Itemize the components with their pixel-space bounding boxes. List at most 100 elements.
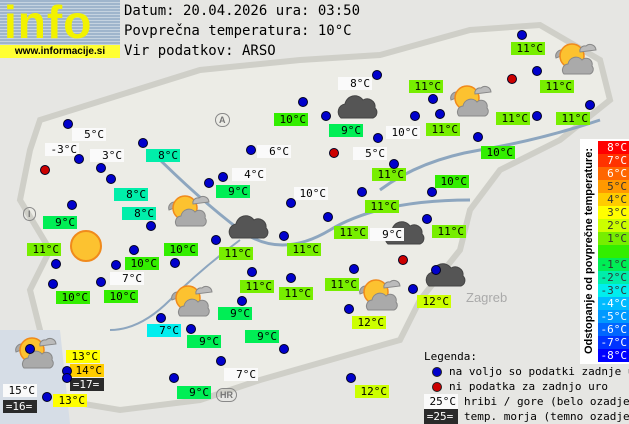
map-label-italy: I — [23, 207, 36, 221]
station-temperature-label: 9°C — [245, 330, 279, 343]
station-temperature-label: 11°C — [432, 225, 466, 238]
station-ok-dot[interactable] — [237, 296, 247, 306]
station-ok-dot[interactable] — [286, 273, 296, 283]
scale-step: 2°C — [598, 219, 629, 232]
station-ok-dot[interactable] — [247, 267, 257, 277]
station-temperature-label: 10°C — [386, 126, 420, 139]
station-temperature-label: 11°C — [365, 200, 399, 213]
logo-url-link[interactable]: www.informacije.si — [0, 45, 120, 58]
station-ok-dot[interactable] — [435, 109, 445, 119]
logo[interactable]: info www.informacije.si — [0, 0, 120, 58]
scale-step — [598, 245, 629, 258]
station-ok-dot[interactable] — [216, 356, 226, 366]
station-ok-dot[interactable] — [410, 111, 420, 121]
station-ok-dot[interactable] — [346, 373, 356, 383]
station-ok-dot[interactable] — [25, 344, 35, 354]
station-temperature-label: 12°C — [352, 316, 386, 329]
station-temperature-label: 13°C — [66, 350, 100, 363]
station-ok-dot[interactable] — [279, 231, 289, 241]
station-ok-dot[interactable] — [169, 373, 179, 383]
station-ok-dot[interactable] — [111, 260, 121, 270]
station-ok-dot[interactable] — [62, 373, 72, 383]
station-ok-dot[interactable] — [373, 133, 383, 143]
station-ok-dot[interactable] — [422, 214, 432, 224]
station-ok-dot[interactable] — [96, 163, 106, 173]
station-temperature-label: 10°C — [435, 175, 469, 188]
station-ok-dot[interactable] — [218, 172, 228, 182]
station-ok-dot[interactable] — [349, 264, 359, 274]
station-missing-dot[interactable] — [40, 165, 50, 175]
station-ok-dot[interactable] — [372, 70, 382, 80]
station-ok-dot[interactable] — [286, 198, 296, 208]
station-ok-dot[interactable] — [246, 145, 256, 155]
legend-mountain-text: hribi / gore (belo ozadje) — [464, 395, 629, 408]
station-temperature-label: 9°C — [216, 185, 250, 198]
station-ok-dot[interactable] — [138, 138, 148, 148]
station-ok-dot[interactable] — [389, 159, 399, 169]
station-missing-dot[interactable] — [398, 255, 408, 265]
station-ok-dot[interactable] — [279, 344, 289, 354]
station-ok-dot[interactable] — [211, 235, 221, 245]
station-ok-dot[interactable] — [431, 265, 441, 275]
station-ok-dot[interactable] — [42, 392, 52, 402]
sun-behind-cloud-icon — [168, 195, 210, 227]
station-ok-dot[interactable] — [427, 187, 437, 197]
dark-cloud-icon — [337, 95, 378, 119]
legend-sea-sample: =25= — [424, 409, 458, 424]
scale-step: -5°C — [598, 310, 629, 323]
sea-temperature-label: =17= — [70, 378, 104, 391]
scale-step: 3°C — [598, 206, 629, 219]
station-ok-dot[interactable] — [323, 212, 333, 222]
station-ok-dot[interactable] — [298, 97, 308, 107]
legend-title: Legenda: — [424, 350, 477, 363]
station-ok-dot[interactable] — [357, 187, 367, 197]
station-missing-dot[interactable] — [507, 74, 517, 84]
station-temperature-label: 8°C — [122, 207, 156, 220]
station-temperature-label: 10°C — [104, 290, 138, 303]
station-temperature-label: 9°C — [43, 216, 77, 229]
legend: Legenda: na voljo so podatki zadnje ure … — [424, 349, 629, 424]
sun-icon — [70, 230, 102, 262]
scale-step: -2°C — [598, 271, 629, 284]
station-temperature-label: 12°C — [417, 295, 451, 308]
station-ok-dot[interactable] — [51, 259, 61, 269]
station-ok-dot[interactable] — [129, 245, 139, 255]
sea-temperature-label: =16= — [3, 400, 37, 413]
station-ok-dot[interactable] — [170, 258, 180, 268]
station-ok-dot[interactable] — [63, 119, 73, 129]
scale-step: 8°C — [598, 141, 629, 154]
station-ok-dot[interactable] — [186, 324, 196, 334]
station-ok-dot[interactable] — [585, 100, 595, 110]
station-ok-dot[interactable] — [532, 111, 542, 121]
station-ok-dot[interactable] — [48, 279, 58, 289]
scale-step: 7°C — [598, 154, 629, 167]
logo-word: info — [4, 0, 93, 48]
station-temperature-label: 8°C — [146, 149, 180, 162]
station-ok-dot[interactable] — [106, 174, 116, 184]
station-ok-dot[interactable] — [408, 284, 418, 294]
station-temperature-label: 11°C — [287, 243, 321, 256]
station-temperature-label: 11°C — [556, 112, 590, 125]
station-ok-dot[interactable] — [146, 221, 156, 231]
station-ok-dot[interactable] — [96, 277, 106, 287]
station-ok-dot[interactable] — [204, 178, 214, 188]
station-temperature-label: 10°C — [294, 187, 328, 200]
station-missing-dot[interactable] — [329, 148, 339, 158]
station-ok-dot[interactable] — [344, 304, 354, 314]
station-ok-dot[interactable] — [517, 30, 527, 40]
station-temperature-label: 11°C — [426, 123, 460, 136]
sun-behind-cloud-icon — [15, 337, 57, 369]
station-ok-dot[interactable] — [428, 94, 438, 104]
station-ok-dot[interactable] — [473, 132, 483, 142]
sun-behind-cloud-icon — [555, 43, 597, 75]
station-ok-dot[interactable] — [74, 154, 84, 164]
station-ok-dot[interactable] — [156, 313, 166, 323]
scale-step: 5°C — [598, 180, 629, 193]
scale-step: -4°C — [598, 297, 629, 310]
station-ok-dot[interactable] — [532, 66, 542, 76]
station-temperature-label: 11°C — [219, 247, 253, 260]
blue-dot-icon — [432, 366, 442, 377]
station-ok-dot[interactable] — [67, 200, 77, 210]
station-temperature-label: 7°C — [224, 368, 258, 381]
station-ok-dot[interactable] — [321, 111, 331, 121]
